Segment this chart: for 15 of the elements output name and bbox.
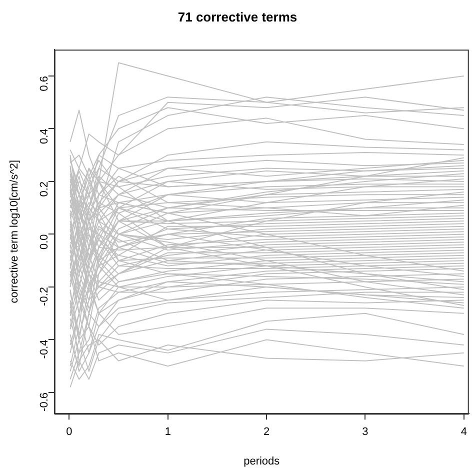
x-tick-label: 3 — [362, 426, 368, 438]
y-tick-label: 0.6 — [38, 76, 50, 92]
y-tick-label: 0.2 — [38, 181, 50, 197]
y-tick-label: -0.6 — [38, 392, 50, 412]
y-tick-label: 0.0 — [38, 234, 50, 250]
x-tick-label: 0 — [66, 426, 72, 438]
y-axis-title: corrective term log10[cm/s^2] — [8, 160, 21, 304]
x-tick-label: 2 — [263, 426, 270, 438]
x-axis-title: periods — [244, 455, 280, 468]
x-tick-label: 1 — [164, 426, 171, 438]
x-tick-label: 4 — [460, 426, 467, 438]
y-tick-label: -0.4 — [38, 340, 50, 359]
y-tick-label: 0.4 — [38, 128, 50, 144]
chart-title: 71 corrective terms — [178, 9, 298, 24]
y-tick-label: -0.2 — [38, 286, 50, 306]
